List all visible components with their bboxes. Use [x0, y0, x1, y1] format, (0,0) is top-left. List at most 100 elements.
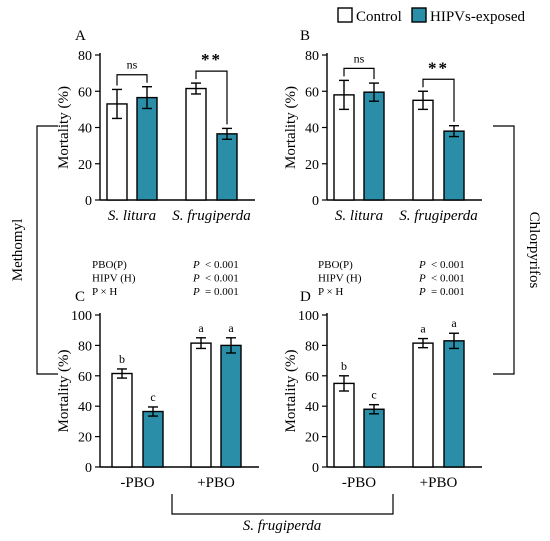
y-tick-label: 0 [85, 461, 92, 476]
panel-c: C 0 20 40 60 80 100 Mortality (%) b c -PBO a a +PBO PB… [56, 259, 259, 491]
category-label: +PBO [420, 475, 458, 491]
y-axis-label: Mortality (%) [283, 86, 299, 169]
legend-swatch-hipv [411, 7, 427, 23]
significance-letter: a [198, 321, 204, 335]
y-tick-label: 20 [305, 431, 319, 446]
significance-letter: a [228, 321, 234, 335]
stats-p-value: < 0.001 [205, 259, 239, 271]
frugiperda-label: S. frugiperda [243, 518, 322, 534]
significance-bracket [195, 70, 228, 125]
significance-bracket [116, 74, 148, 86]
stats-p-value: < 0.001 [205, 273, 239, 285]
y-tick-label: 20 [78, 431, 92, 446]
y-tick-label: 100 [71, 309, 92, 324]
chlorpyrifos-bracket: Chlorpyrifos [493, 125, 542, 375]
panel-a: A 0 20 40 60 80 Mortality (%) S. litura ns S. fru… [56, 28, 255, 224]
bar [216, 133, 238, 201]
legend-label-hipv: HIPVs-exposed [430, 9, 525, 25]
y-tick-label: 80 [305, 49, 319, 64]
bar [333, 94, 355, 201]
y-tick-label: 80 [78, 49, 92, 64]
category-label: S. litura [108, 208, 156, 224]
y-tick-label: 60 [78, 85, 92, 100]
significance-mark: ns [127, 58, 138, 72]
bar [333, 382, 355, 468]
significance-letter: c [150, 390, 155, 404]
y-tick-label: 40 [78, 122, 92, 137]
y-tick-label: 0 [312, 461, 319, 476]
stats-term: PBO(P) [92, 259, 127, 271]
significance-mark: ** [428, 58, 449, 77]
stats-p-value: < 0.001 [431, 259, 465, 271]
bar [363, 91, 385, 201]
methomyl-bracket: Methomyl [10, 125, 58, 375]
y-tick-label: 80 [305, 339, 319, 354]
y-axis-label: Mortality (%) [56, 86, 72, 169]
stats-term: HIPV (H) [318, 273, 362, 285]
y-tick-label: 100 [298, 309, 319, 324]
y-tick-label: 0 [312, 194, 319, 209]
significance-mark: ns [354, 51, 365, 65]
bar [412, 99, 434, 201]
significance-letter: a [420, 322, 426, 336]
bar [412, 342, 434, 468]
bar [111, 372, 133, 468]
category-label: S. frugiperda [399, 208, 478, 224]
y-tick-label: 20 [78, 158, 92, 173]
stats-p-value: = 0.001 [205, 286, 239, 298]
y-tick-label: 0 [85, 194, 92, 209]
stats-term: P × H [92, 286, 117, 298]
significance-letter: b [341, 359, 347, 373]
significance-bracket [343, 67, 375, 80]
stats-p-label: P [418, 259, 426, 271]
bar [220, 344, 242, 468]
stats-p-label: P [192, 273, 200, 285]
panel-letter: A [75, 28, 86, 44]
category-label: -PBO [342, 475, 376, 491]
category-label: S. frugiperda [172, 208, 251, 224]
y-axis-label: Mortality (%) [56, 350, 72, 433]
bar [136, 96, 158, 201]
significance-letter: c [371, 388, 376, 402]
legend-label-control: Control [356, 9, 402, 25]
stats-p-label: P [192, 259, 200, 271]
y-tick-label: 60 [78, 370, 92, 385]
stats-p-label: P [192, 286, 200, 298]
bar [190, 342, 212, 468]
bar [142, 410, 164, 468]
bar [185, 87, 207, 201]
legend: Control HIPVs-exposed [337, 7, 525, 25]
panel-letter: C [75, 289, 85, 305]
category-label: -PBO [120, 475, 154, 491]
y-axis-label: Mortality (%) [283, 350, 299, 433]
significance-letter: b [119, 352, 125, 366]
y-tick-label: 60 [305, 85, 319, 100]
stats-term: P × H [318, 286, 343, 298]
legend-swatch-control [337, 7, 353, 23]
methomyl-label: Methomyl [10, 219, 26, 282]
panel-b: B 0 20 40 60 80 Mortality (%) S. litura ns S. fru… [283, 28, 482, 224]
stats-p-label: P [418, 286, 426, 298]
stats-p-value: < 0.001 [431, 273, 465, 285]
significance-mark: ** [201, 50, 222, 69]
y-tick-label: 40 [305, 400, 319, 415]
y-tick-label: 60 [305, 370, 319, 385]
panel-letter: D [300, 289, 311, 305]
bar [363, 408, 385, 468]
stats-term: PBO(P) [318, 259, 353, 271]
bar [443, 130, 465, 201]
stats-term: HIPV (H) [92, 273, 136, 285]
bar [443, 340, 465, 468]
significance-letter: a [451, 316, 457, 330]
y-tick-label: 20 [305, 158, 319, 173]
stats-p-value: = 0.001 [431, 286, 465, 298]
panel-d: D 0 20 40 60 80 100 Mortality (%) b c -PBO a a +PBO PB… [283, 259, 482, 491]
frugiperda-bracket: S. frugiperda [171, 494, 394, 534]
y-tick-label: 80 [78, 339, 92, 354]
category-label: +PBO [197, 475, 235, 491]
panel-letter: B [300, 28, 310, 44]
y-tick-label: 40 [78, 400, 92, 415]
stats-p-label: P [418, 273, 426, 285]
y-tick-label: 40 [305, 122, 319, 137]
